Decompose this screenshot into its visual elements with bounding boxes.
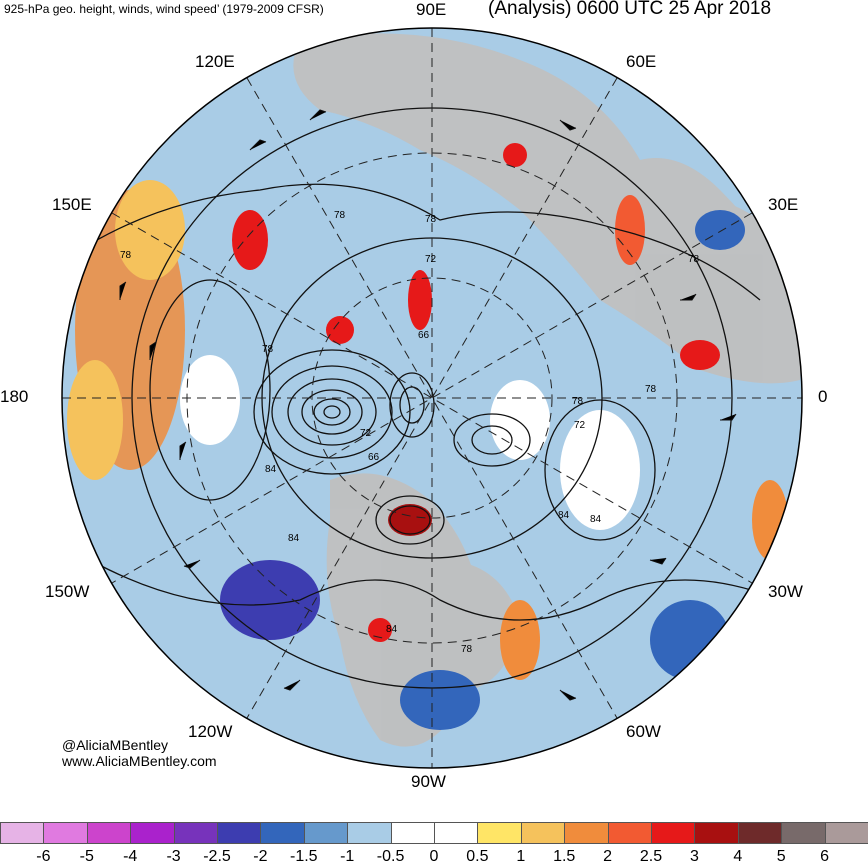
colorbar-cell [824,822,868,844]
svg-text:72: 72 [574,420,586,431]
colorbar-cell [217,822,262,844]
colorbar-cell [737,822,783,844]
svg-text:78: 78 [572,396,584,407]
svg-text:78: 78 [334,210,346,221]
lon-label-30e: 30E [768,195,799,214]
colorbar-cell [173,822,218,844]
lon-label-150w: 150W [45,582,90,601]
colorbar-tick-label: 1.5 [553,848,576,865]
colorbar-tick-label: -2 [253,848,268,865]
colorbar-cell [564,822,609,844]
colorbar-cell [0,822,45,844]
colorbar-tick-label: 1 [516,848,526,865]
map-title-left: 925-hPa geo. height, winds, wind speed’ … [4,2,324,16]
svg-text:72: 72 [425,254,437,265]
map-field: 78 78 78 78 72 66 72 66 72 78 78 78 84 8… [62,28,802,768]
svg-text:78: 78 [645,384,657,395]
colorbar-tick-label: 2.5 [639,848,663,865]
colorbar-cell [347,822,392,844]
colorbar-cell [86,822,132,844]
colorbar-tick-label: 3 [689,848,699,865]
lon-label-60w: 60W [626,722,661,741]
colorbar-cell [520,822,566,844]
lon-label-30w: 30W [768,582,803,601]
map-border [61,27,803,769]
svg-text:84: 84 [288,533,300,544]
svg-text:78: 78 [688,254,700,265]
colorbar-cell [390,822,435,844]
contour-labels: 78 78 78 78 72 66 72 66 72 78 78 78 84 8… [120,210,700,655]
colorbar-cell [434,822,479,844]
colorbar-tick-label: -4 [123,848,138,865]
colorbar-tick-label: 5 [776,848,786,865]
graticule [62,28,802,768]
colorbar-tick-label: -0.5 [376,848,405,865]
svg-text:84: 84 [265,464,277,475]
credit-twitter: @AliciaMBentley [62,737,169,753]
svg-text:84: 84 [386,624,398,635]
colorbar-tick-label: 2 [603,848,613,865]
lon-label-120w: 120W [188,722,233,741]
colorbar-cell [607,822,652,844]
colorbar [0,822,868,844]
colorbar-cell [651,822,696,844]
lon-label-0: 0 [818,387,828,406]
colorbar-tick-label: -6 [36,848,51,865]
colorbar-tick-label: 0 [429,848,439,865]
colorbar-tick-label: 4 [733,848,743,865]
colorbar-tick-label: -5 [79,848,94,865]
svg-text:72: 72 [360,428,372,439]
svg-text:84: 84 [558,510,570,521]
svg-text:78: 78 [120,250,132,261]
colorbar-cell [303,822,349,844]
credit-website: www.AliciaMBentley.com [62,753,217,769]
colorbar-cell [260,822,305,844]
colorbar-tick-label: -2.5 [203,848,231,865]
lon-label-120e: 120E [195,52,235,71]
svg-text:66: 66 [418,330,430,341]
wind-barbs [119,109,737,701]
map-title-right: (Analysis) 0600 UTC 25 Apr 2018 [488,0,772,19]
colorbar-cell [477,822,522,844]
colorbar-cell [694,822,739,844]
svg-text:78: 78 [425,214,437,225]
anomaly-blobs [67,143,788,730]
colorbar-tick-label: -1 [340,848,355,865]
lon-label-180: 180 [0,387,29,406]
colorbar-tick-label: -3 [166,848,181,865]
colorbar-tick-label: 0.5 [466,848,489,865]
svg-text:78: 78 [262,344,274,355]
lon-label-90e: 90E [416,0,447,19]
colorbar-cell [781,822,826,844]
lon-label-90w: 90W [411,772,446,791]
svg-text:78: 78 [461,644,473,655]
colorbar-cell [43,822,88,844]
polar-stereographic-map: 78 78 78 78 72 66 72 66 72 78 78 78 84 8… [61,27,803,769]
lon-label-150e: 150E [52,195,92,214]
svg-text:84: 84 [590,514,602,525]
colorbar-cell [130,822,175,844]
colorbar-tick-label: -1.5 [290,848,318,865]
colorbar-tick-label: 6 [820,848,830,865]
svg-text:66: 66 [368,452,380,463]
lon-label-60e: 60E [626,52,657,71]
